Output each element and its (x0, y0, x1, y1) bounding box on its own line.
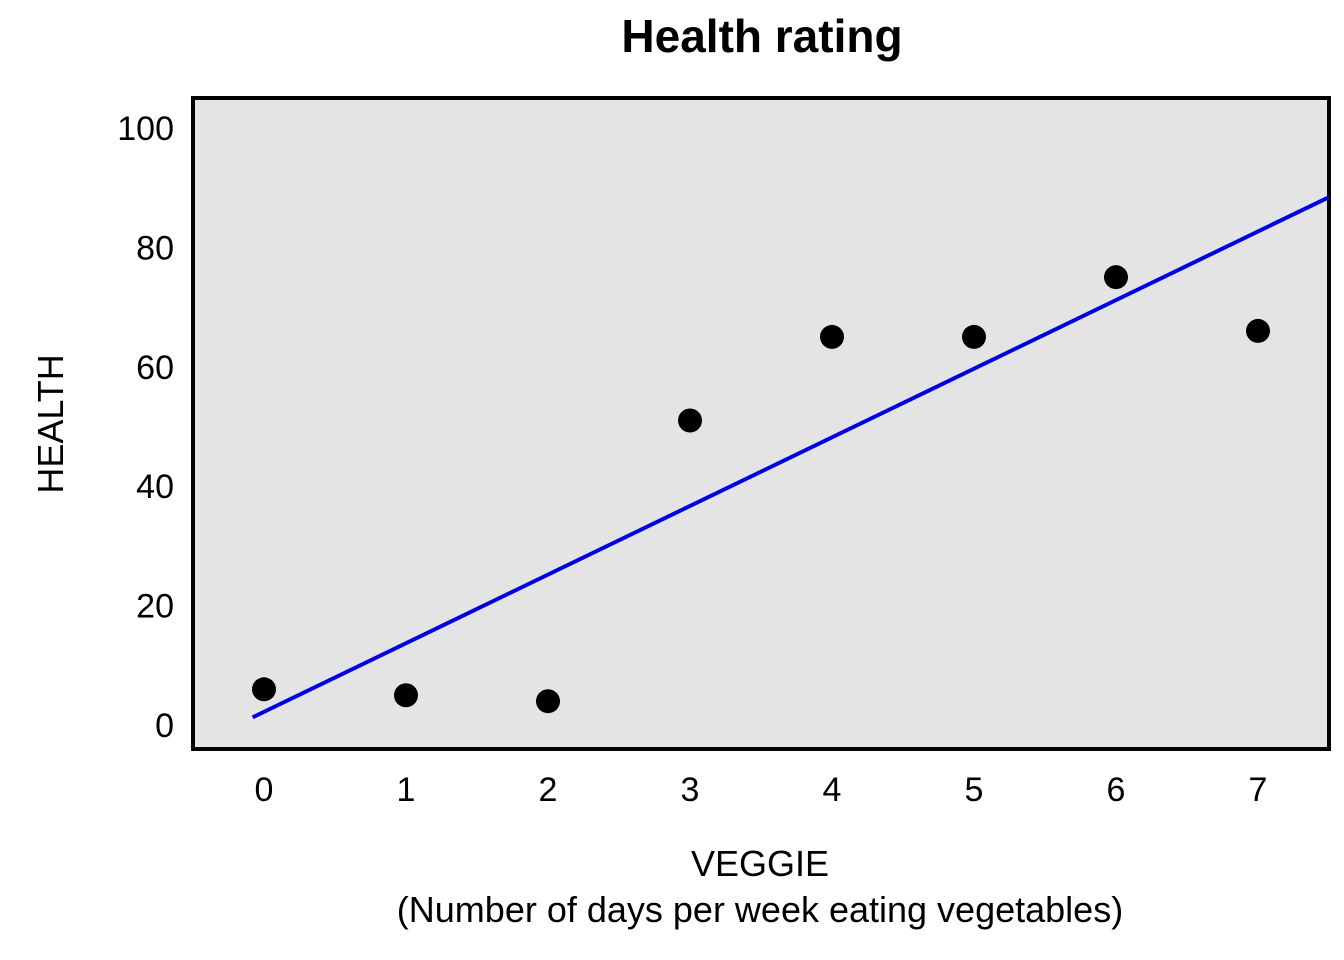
data-point (536, 689, 560, 714)
data-point (820, 324, 844, 349)
x-tick-label: 2 (539, 771, 558, 809)
x-axis: 0 1 2 3 4 5 6 7 (255, 771, 1268, 809)
y-tick-label: 40 (136, 468, 174, 506)
x-tick-label: 4 (823, 771, 842, 809)
x-axis-label: VEGGIE (691, 843, 829, 884)
y-tick-label: 80 (136, 229, 174, 267)
data-point (252, 677, 276, 702)
y-tick-label: 100 (117, 110, 174, 148)
data-point (1246, 318, 1270, 343)
x-tick-label: 1 (397, 771, 416, 809)
y-tick-label: 0 (155, 707, 174, 745)
x-tick-label: 0 (255, 771, 274, 809)
y-tick-label: 20 (136, 588, 174, 626)
x-tick-label: 6 (1107, 771, 1126, 809)
data-point (962, 324, 986, 349)
plot-area (191, 96, 1331, 751)
y-tick-label: 60 (136, 349, 174, 387)
x-axis-sublabel: (Number of days per week eating vegetabl… (397, 889, 1123, 930)
y-axis: 0 20 40 60 80 100 (117, 110, 174, 745)
data-point (394, 683, 418, 708)
data-point (1104, 265, 1128, 290)
x-tick-label: 3 (681, 771, 700, 809)
y-axis-label: HEALTH (30, 354, 71, 493)
chart-title: Health rating (621, 10, 902, 62)
x-tick-label: 5 (965, 771, 984, 809)
trend-line (251, 195, 1330, 720)
data-points (252, 265, 1270, 714)
data-point (678, 408, 702, 433)
x-tick-label: 7 (1249, 771, 1268, 809)
